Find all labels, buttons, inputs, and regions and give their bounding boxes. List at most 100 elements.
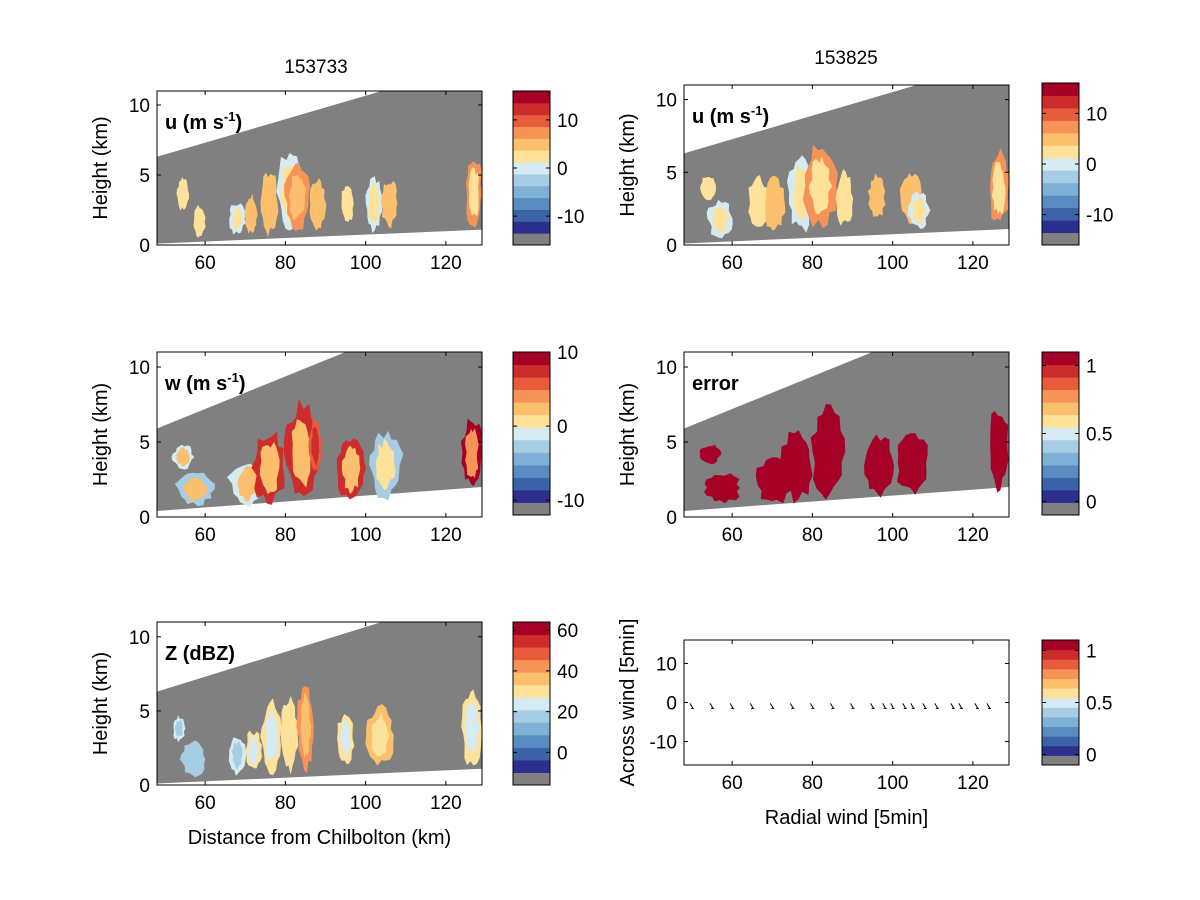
y-tick-label: 10 [656, 91, 677, 112]
echo-cell-core [371, 712, 390, 757]
y-axis-label: Across wind [5min] [617, 619, 639, 787]
x-axis-label: Radial wind [5min] [765, 807, 928, 829]
x-tick-label: 60 [722, 253, 743, 274]
colorbar-swatch [513, 102, 550, 116]
colorbar-tick-label: 10 [557, 111, 578, 132]
echo-cell-core [464, 698, 480, 754]
wind-arrow [749, 703, 754, 709]
y-axis-label: Height (km) [617, 383, 639, 486]
heatmap-body [157, 622, 482, 784]
x-tick-label: 100 [350, 253, 382, 274]
colorbar-swatch [1042, 145, 1079, 159]
colorbar-swatch [513, 734, 550, 748]
wind-arrow [902, 703, 907, 709]
colorbar-swatch [1042, 697, 1079, 708]
colorbar-swatch [1042, 745, 1079, 756]
colorbar-swatch [1042, 707, 1079, 718]
colorbar-swatch [513, 162, 550, 175]
colorbar-swatch [513, 114, 550, 128]
x-tick-label: 60 [722, 773, 743, 794]
colorbar-tick-label: -10 [1086, 206, 1113, 227]
wind-arrow [950, 703, 955, 709]
echo-cell-core [911, 196, 926, 224]
wind-arrow [689, 703, 694, 709]
echo-cell-core [247, 199, 256, 231]
colorbar-tick-label: 10 [557, 343, 578, 364]
y-axis-label: Height (km) [90, 652, 112, 755]
colorbar-swatch [513, 126, 550, 139]
y-tick-label: 5 [666, 163, 677, 184]
colorbar-swatch [1042, 736, 1079, 747]
colorbar-swatch [513, 91, 550, 104]
colorbar-swatch [513, 659, 550, 673]
wind-arrow [934, 703, 939, 709]
echo-cell-core [375, 439, 396, 490]
echo-cell-core [231, 740, 243, 770]
echo-cell-core [368, 183, 380, 225]
echo-cell-core [176, 447, 190, 467]
colorbar-swatch [1042, 377, 1079, 391]
echo-cell-core [343, 187, 351, 221]
x-tick-label: 100 [877, 253, 909, 274]
colorbar-missing-swatch [1042, 232, 1079, 245]
wind-arrow [709, 703, 714, 709]
wind-arrow [729, 703, 734, 709]
colorbar-swatch [1042, 452, 1079, 466]
colorbar-tick-label: 1 [1086, 357, 1097, 378]
colorbar-swatch [513, 173, 550, 187]
colorbar-swatch [513, 209, 550, 222]
colorbar-tick-label: 0.5 [1086, 425, 1112, 446]
colorbar-missing-swatch [513, 502, 550, 515]
echo-cell-core [184, 747, 202, 773]
colorbar: 10.50 [1041, 351, 1112, 516]
y-axis-label: Height (km) [90, 383, 112, 486]
echo-cell-core [468, 167, 479, 217]
colorbar-swatch [1042, 207, 1079, 221]
column-title-left: 153733 [284, 57, 347, 78]
wind-arrow [882, 703, 887, 709]
echo-cell-core [300, 692, 312, 758]
wind-arrow [769, 703, 774, 709]
colorbar-tick-label: 1 [1086, 641, 1097, 662]
x-tick-label: 120 [957, 525, 989, 546]
x-tick-label: 120 [430, 793, 462, 814]
colorbar-tick-label: 0 [557, 417, 568, 438]
colorbar-frame [512, 621, 551, 786]
echo-cell-core [341, 445, 361, 495]
wind-arrow [830, 703, 834, 709]
x-tick-label: 80 [802, 525, 823, 546]
echo-cell-core [902, 440, 924, 487]
colorbar-swatch [513, 402, 550, 416]
echo-cell-core [838, 178, 850, 221]
wind-arrow [850, 703, 854, 709]
x-tick-label: 120 [957, 773, 989, 794]
colorbar-swatch [1042, 477, 1079, 491]
panel-label: error [692, 373, 739, 395]
colorbar-swatch [513, 452, 550, 466]
colorbar-frame [512, 351, 551, 516]
echo-cell-core [786, 440, 808, 491]
y-tick-label: -10 [650, 733, 677, 754]
y-tick-label: 10 [129, 96, 150, 117]
colorbar: 10 0 -10 [1041, 82, 1113, 246]
echo-cell-core [712, 205, 729, 233]
colorbar-swatch [1042, 489, 1079, 503]
echo-cell-core [311, 427, 320, 467]
colorbar-swatch [1042, 726, 1079, 737]
colorbar-swatch [1042, 659, 1079, 670]
x-tick-label: 100 [877, 773, 909, 794]
colorbar: 60 40 20 0 [512, 621, 578, 786]
echo-cell-core [792, 164, 809, 221]
quiver-body [689, 703, 991, 709]
colorbar-tick-label: 0 [1086, 746, 1097, 767]
x-tick-label: 80 [275, 793, 296, 814]
colorbar-swatch [513, 477, 550, 491]
colorbar-swatch [513, 647, 550, 661]
echo-cell-core [237, 466, 259, 502]
echo-cell-core [871, 181, 882, 215]
colorbar-swatch [513, 697, 550, 711]
colorbar-swatch [1042, 120, 1079, 134]
echo-cell-core [259, 441, 280, 495]
